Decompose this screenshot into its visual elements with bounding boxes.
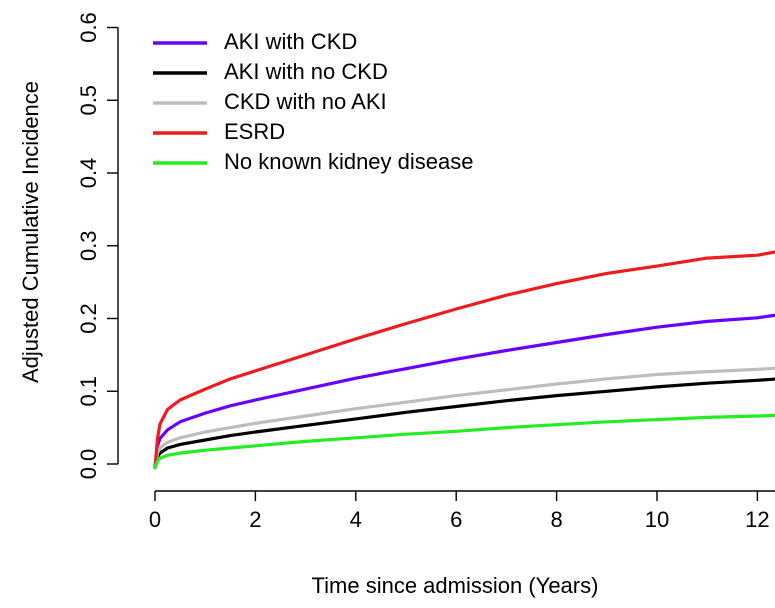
x-tick-label: 4 xyxy=(350,507,362,532)
x-tick-label: 8 xyxy=(550,507,562,532)
legend-label: ESRD xyxy=(224,119,285,144)
series-lines xyxy=(153,250,775,470)
y-tick-label: 0.4 xyxy=(76,158,101,189)
x-axis: 0 2 4 6 8 10 12 xyxy=(149,490,775,532)
y-tick-label: 0.0 xyxy=(76,449,101,480)
x-tick-label: 6 xyxy=(450,507,462,532)
x-tick-label: 2 xyxy=(249,507,261,532)
legend: AKI with CKD AKI with no CKD CKD with no A… xyxy=(153,29,473,174)
series-line-no-known-kidney-disease xyxy=(153,413,775,470)
legend-label: No known kidney disease xyxy=(224,149,473,174)
legend-label: CKD with no AKI xyxy=(224,89,387,114)
y-tick-label: 0.1 xyxy=(76,376,101,407)
x-axis-title: Time since admission (Years) xyxy=(312,573,599,598)
y-axis: 0.0 0.1 0.2 0.3 0.4 0.5 0.6 xyxy=(76,12,119,480)
x-tick-label: 0 xyxy=(149,507,161,532)
y-axis-title: Adjusted Cumulative Incidence xyxy=(18,81,43,383)
x-tick-label: 10 xyxy=(645,507,669,532)
series-line-aki-with-no-ckd xyxy=(153,377,775,470)
series-line-ckd-with-no-aki xyxy=(153,366,775,470)
legend-label: AKI with no CKD xyxy=(224,59,388,84)
y-tick-label: 0.2 xyxy=(76,303,101,334)
y-tick-label: 0.6 xyxy=(76,12,101,43)
series-line-aki-with-ckd xyxy=(153,313,775,470)
x-tick-label: 12 xyxy=(745,507,769,532)
legend-label: AKI with CKD xyxy=(224,29,357,54)
series-line-esrd xyxy=(153,250,775,470)
y-tick-label: 0.5 xyxy=(76,85,101,116)
y-tick-label: 0.3 xyxy=(76,230,101,261)
